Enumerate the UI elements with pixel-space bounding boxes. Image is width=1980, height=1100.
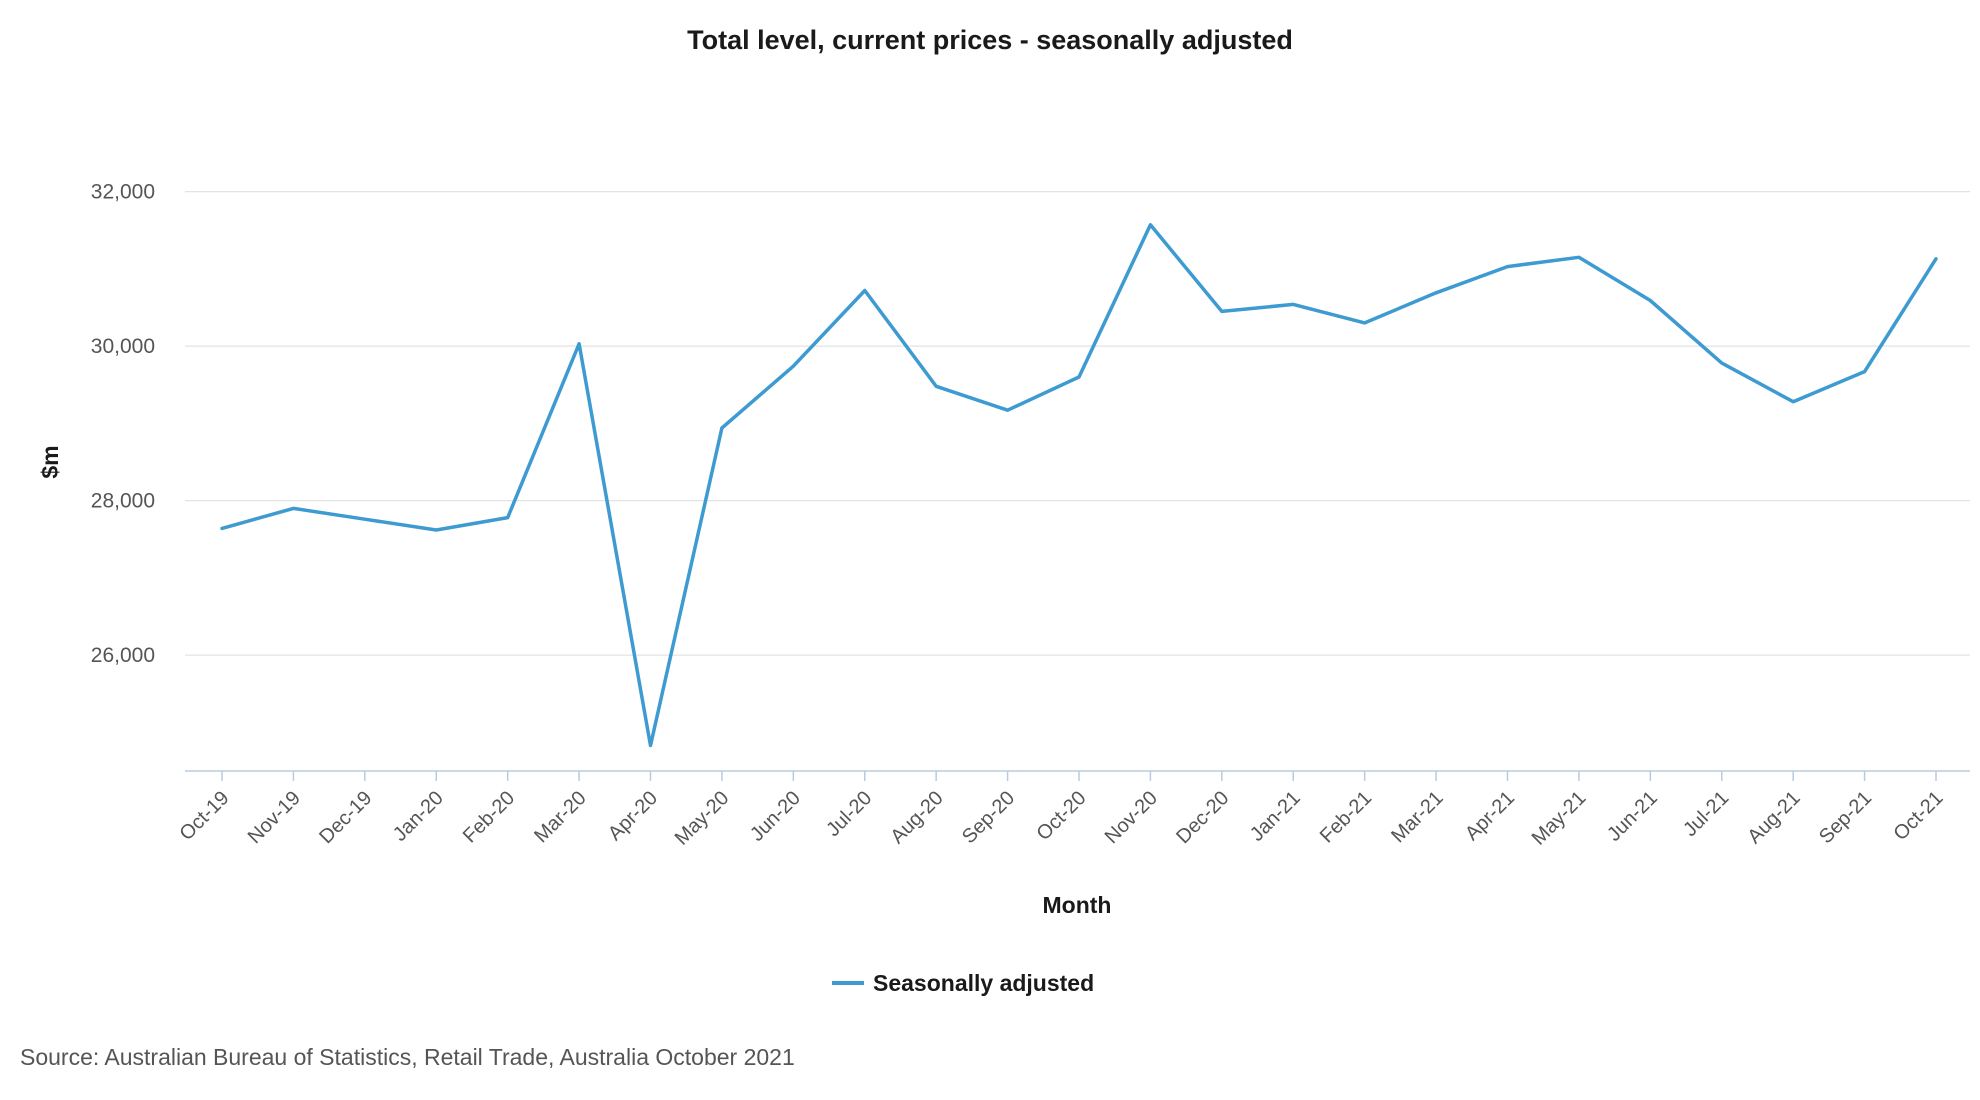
- data-point[interactable]: [573, 338, 585, 350]
- x-tick-label: Jul-21: [1679, 787, 1733, 841]
- x-tick-label: May-20: [671, 787, 734, 850]
- x-tick-label: Jan-20: [389, 787, 448, 846]
- x-tick-label: Oct-21: [1890, 787, 1948, 845]
- x-axis-title: Month: [1043, 892, 1112, 918]
- y-tick-label: 30,000: [91, 335, 155, 358]
- x-tick-label: Jul-20: [822, 787, 876, 841]
- data-point[interactable]: [930, 380, 942, 392]
- y-tick-label: 26,000: [91, 644, 155, 667]
- data-point[interactable]: [716, 422, 728, 434]
- data-point[interactable]: [1002, 404, 1014, 416]
- y-tick-label: 28,000: [91, 490, 155, 513]
- data-point[interactable]: [216, 522, 228, 534]
- data-point[interactable]: [1573, 251, 1585, 263]
- y-tick-label: 32,000: [91, 181, 155, 204]
- x-tick-label: Dec-20: [1172, 787, 1233, 848]
- x-tick-label: Nov-20: [1101, 787, 1162, 848]
- x-tick-label: Mar-21: [1387, 787, 1447, 847]
- gridlines: [185, 190, 1970, 656]
- x-tick-label: Jun-21: [1603, 787, 1662, 846]
- x-tick-label: Nov-19: [244, 787, 305, 848]
- legend[interactable]: Seasonally adjusted: [832, 970, 1094, 996]
- data-point[interactable]: [1859, 366, 1871, 378]
- x-tick-label: Apr-21: [1461, 787, 1519, 845]
- x-tick-label: Jan-21: [1246, 787, 1305, 846]
- x-tick-label: Sep-20: [958, 787, 1019, 848]
- data-point[interactable]: [1787, 396, 1799, 408]
- data-point[interactable]: [502, 512, 514, 524]
- data-point[interactable]: [1216, 305, 1228, 317]
- data-point[interactable]: [787, 360, 799, 372]
- plot-area: [216, 219, 1942, 752]
- data-point[interactable]: [1430, 287, 1442, 299]
- source-note: Source: Australian Bureau of Statistics,…: [20, 1044, 795, 1070]
- x-tick-label: Feb-20: [459, 787, 519, 847]
- x-tick-label: Feb-21: [1316, 787, 1376, 847]
- series-line-seasonally-adjusted[interactable]: [220, 223, 1938, 748]
- data-point[interactable]: [1644, 295, 1656, 307]
- y-axis-ticks: 26,000 28,000 30,000 32,000: [91, 181, 155, 668]
- data-point[interactable]: [1359, 317, 1371, 329]
- data-point[interactable]: [1287, 298, 1299, 310]
- data-point[interactable]: [1716, 357, 1728, 369]
- data-point[interactable]: [1502, 261, 1514, 273]
- legend-label-seasonally-adjusted[interactable]: Seasonally adjusted: [873, 970, 1094, 996]
- data-point[interactable]: [1930, 253, 1942, 265]
- chart-title: Total level, current prices - seasonally…: [687, 25, 1293, 55]
- x-tick-label: Apr-20: [604, 787, 662, 845]
- x-tick-label: Oct-19: [176, 787, 234, 845]
- data-point[interactable]: [1073, 371, 1085, 383]
- x-tick-label: May-21: [1528, 787, 1591, 850]
- x-axis-ticks: Oct-19 Nov-19 Dec-19 Jan-20 Feb-20 Mar-20 Apr-…: [176, 771, 1948, 850]
- x-tick-label: Aug-21: [1744, 787, 1805, 848]
- data-point[interactable]: [645, 740, 657, 752]
- y-axis-title: $m: [37, 445, 63, 478]
- x-tick-label: Aug-20: [887, 787, 948, 848]
- data-point[interactable]: [359, 513, 371, 525]
- data-point[interactable]: [430, 524, 442, 536]
- x-tick-label: Dec-19: [315, 787, 376, 848]
- x-tick-label: Jun-20: [746, 787, 805, 846]
- x-tick-label: Sep-21: [1815, 787, 1876, 848]
- data-point[interactable]: [287, 502, 299, 514]
- data-point[interactable]: [859, 285, 871, 297]
- x-tick-label: Mar-20: [530, 787, 590, 847]
- x-tick-label: Oct-20: [1033, 787, 1091, 845]
- data-point[interactable]: [1144, 219, 1156, 231]
